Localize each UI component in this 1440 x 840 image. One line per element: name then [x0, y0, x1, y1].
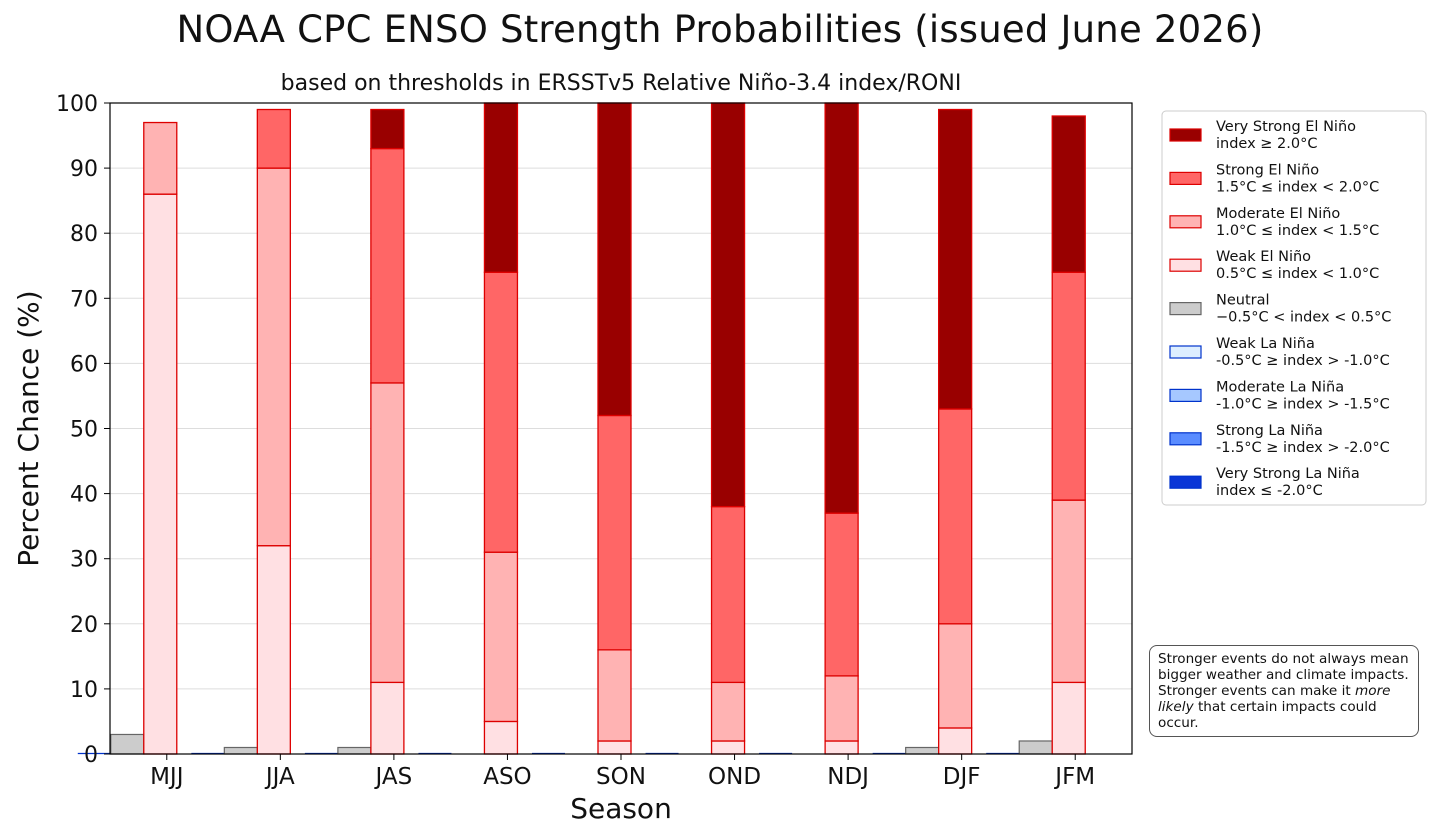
- bar-segment-el-nino: [824, 740, 859, 755]
- legend-swatch: [1169, 432, 1202, 446]
- bar-segment-el-nino: [938, 727, 973, 755]
- bar-segment-el-nino: [938, 623, 973, 729]
- legend-swatch: [1169, 171, 1202, 185]
- axes-frame: [109, 102, 1133, 755]
- bar-neutral: [1018, 740, 1053, 755]
- bar-segment-el-nino: [1051, 681, 1086, 755]
- legend-box: [1161, 110, 1427, 506]
- legend-swatch: [1169, 128, 1202, 142]
- bar-segment-el-nino: [483, 720, 519, 755]
- legend-label: Strong El Niño: [1216, 162, 1319, 178]
- bar-segment-el-nino: [483, 271, 519, 553]
- x-tick-label: JAS: [374, 764, 413, 790]
- bar-neutral: [337, 746, 372, 755]
- y-axis-label: Percent Chance (%): [12, 290, 45, 566]
- y-tick-label: 0: [84, 743, 98, 768]
- bar-segment-el-nino: [143, 193, 178, 755]
- y-tick-label: 100: [56, 92, 98, 117]
- x-tick-label: OND: [708, 764, 761, 790]
- bar-segment-el-nino: [938, 408, 973, 625]
- legend-label: Neutral: [1216, 293, 1270, 309]
- bar-segment-el-nino: [938, 108, 973, 410]
- bar-segment-el-nino: [256, 545, 291, 755]
- legend-label: Very Strong La Niña: [1216, 466, 1360, 482]
- legend-range: -1.0°C ≥ index > -1.5°C: [1216, 396, 1390, 412]
- bar-segment-el-nino: [1051, 271, 1086, 501]
- legend-range: index ≥ 2.0°C: [1216, 136, 1317, 152]
- note-text-end: that certain impacts could occur.: [1158, 699, 1377, 732]
- y-tick-label: 60: [70, 352, 98, 377]
- y-tick-label: 50: [70, 418, 98, 443]
- y-tick-label: 70: [70, 287, 98, 312]
- bar-segment-el-nino: [256, 167, 291, 547]
- bar-segment-el-nino: [256, 108, 291, 169]
- chart-subtitle: based on thresholds in ERSSTv5 Relative …: [280, 71, 962, 96]
- bar-segment-el-nino: [143, 121, 178, 195]
- legend-range: −0.5°C < index < 0.5°C: [1216, 310, 1391, 326]
- bar-neutral: [905, 746, 940, 755]
- bar-segment-el-nino: [710, 740, 746, 755]
- legend-swatch: [1169, 475, 1202, 489]
- bar-segment-el-nino: [483, 102, 519, 273]
- x-tick-label: ASO: [483, 764, 531, 790]
- legend-label: Very Strong El Niño: [1216, 119, 1356, 135]
- bar-segment-el-nino: [370, 382, 405, 684]
- y-tick-label: 30: [70, 548, 98, 573]
- x-tick-label: SON: [596, 764, 646, 790]
- y-tick-label: 80: [70, 222, 98, 247]
- bar-segment-el-nino: [824, 512, 859, 677]
- bar-neutral: [110, 733, 145, 755]
- x-tick-label: MJJ: [150, 764, 183, 790]
- bar-segment-el-nino: [710, 505, 746, 684]
- bar-segment-el-nino: [597, 740, 632, 755]
- bar-segment-el-nino: [597, 414, 632, 651]
- bar-segment-el-nino: [483, 551, 519, 723]
- bar-segment-el-nino: [824, 675, 859, 742]
- bar-segment-el-nino: [370, 681, 405, 755]
- bar-neutral: [223, 746, 258, 755]
- bar-segment-el-nino: [1051, 499, 1086, 684]
- x-tick-label: NDJ: [827, 764, 869, 790]
- y-tick-label: 20: [70, 613, 98, 638]
- legend-range: 1.5°C ≤ index < 2.0°C: [1216, 179, 1379, 195]
- x-tick-label: DJF: [943, 764, 981, 790]
- legend-swatch: [1169, 388, 1202, 402]
- legend-range: 0.5°C ≤ index < 1.0°C: [1216, 266, 1379, 282]
- y-tick-label: 40: [70, 483, 98, 508]
- legend-swatch: [1169, 258, 1202, 272]
- legend-swatch: [1169, 345, 1202, 359]
- bar-segment-el-nino: [370, 108, 405, 150]
- bar-segment-el-nino: [710, 681, 746, 742]
- legend-label: Moderate El Niño: [1216, 206, 1340, 222]
- note-emphasis: more likely: [1158, 683, 1391, 716]
- note-text: Stronger events do not always mean bigge…: [1158, 651, 1409, 700]
- legend-range: 1.0°C ≤ index < 1.5°C: [1216, 223, 1379, 239]
- legend-range: -0.5°C ≥ index > -1.0°C: [1216, 353, 1390, 369]
- x-tick-label: JJA: [264, 764, 295, 790]
- bar-segment-el-nino: [824, 102, 859, 514]
- bar-segment-el-nino: [597, 649, 632, 742]
- legend-swatch: [1169, 215, 1202, 229]
- legend-label: Moderate La Niña: [1216, 379, 1344, 395]
- x-tick-label: JFM: [1053, 764, 1095, 790]
- y-tick-label: 10: [70, 678, 98, 703]
- x-axis-label: Season: [570, 792, 672, 825]
- bar-segment-el-nino: [597, 102, 632, 417]
- legend-label: Weak La Niña: [1216, 336, 1315, 352]
- bar-segment-el-nino: [370, 147, 405, 384]
- chart-title: NOAA CPC ENSO Strength Probabilities (is…: [176, 8, 1264, 51]
- y-tick-label: 90: [70, 157, 98, 182]
- legend-range: -1.5°C ≥ index > -2.0°C: [1216, 440, 1390, 456]
- legend-label: Strong La Niña: [1216, 423, 1323, 439]
- legend-range: index ≤ -2.0°C: [1216, 483, 1323, 499]
- bar-segment-el-nino: [1051, 115, 1086, 273]
- bar-segment-el-nino: [710, 102, 746, 508]
- impact-note: Stronger events do not always mean bigge…: [1149, 645, 1419, 738]
- legend-swatch: [1169, 302, 1202, 316]
- legend-label: Weak El Niño: [1216, 249, 1311, 265]
